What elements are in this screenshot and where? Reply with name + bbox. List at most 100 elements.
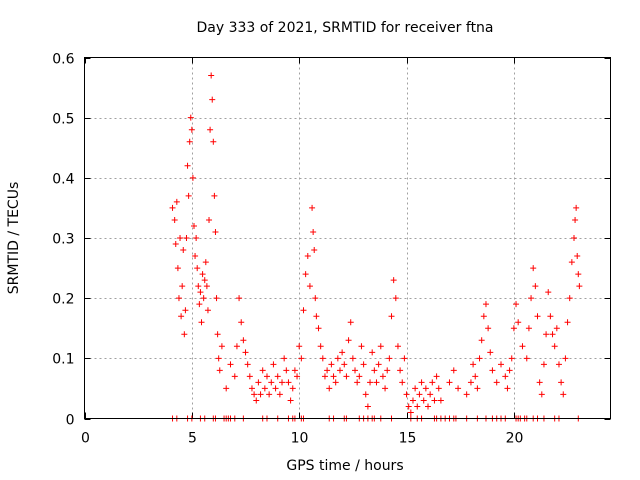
data-point <box>343 373 350 380</box>
data-point <box>427 391 434 398</box>
x-tick-label: 0 <box>81 431 90 447</box>
data-point <box>463 391 470 398</box>
data-point <box>266 391 273 398</box>
data-point <box>429 379 436 386</box>
data-point <box>174 265 181 272</box>
y-tick-label: 0 <box>66 413 75 429</box>
data-point <box>263 373 270 380</box>
data-point <box>540 361 547 368</box>
data-point <box>253 397 260 404</box>
data-point <box>566 295 573 302</box>
data-point <box>214 331 221 338</box>
data-point <box>523 355 530 362</box>
data-point <box>433 373 440 380</box>
data-point <box>360 361 367 368</box>
data-point <box>564 319 571 326</box>
data-point <box>392 295 399 302</box>
data-point <box>375 361 382 368</box>
data-point <box>560 391 567 398</box>
data-point <box>276 391 283 398</box>
data-point <box>349 355 356 362</box>
data-point <box>195 283 202 290</box>
data-point <box>545 289 552 296</box>
data-point <box>371 367 378 374</box>
data-point <box>502 373 509 380</box>
data-point <box>345 337 352 344</box>
data-point <box>272 385 279 392</box>
data-point <box>414 403 421 410</box>
data-point <box>358 343 365 350</box>
data-point <box>354 379 361 386</box>
data-point <box>487 349 494 356</box>
data-point <box>236 295 243 302</box>
data-point <box>279 379 286 386</box>
data-point <box>210 138 217 145</box>
data-point <box>313 313 320 320</box>
data-point <box>382 385 389 392</box>
data-point <box>261 385 268 392</box>
data-point <box>504 385 511 392</box>
data-point <box>397 367 404 374</box>
data-point <box>394 343 401 350</box>
data-point <box>196 301 203 308</box>
data-point <box>478 337 485 344</box>
data-point <box>377 343 384 350</box>
data-point <box>190 222 197 229</box>
data-point <box>352 367 359 374</box>
data-point <box>238 319 245 326</box>
data-point <box>184 162 191 169</box>
data-point <box>547 313 554 320</box>
data-point <box>287 397 294 404</box>
plot-frame <box>84 57 611 419</box>
data-point <box>480 313 487 320</box>
data-point <box>515 319 522 326</box>
data-point <box>330 373 337 380</box>
data-point <box>211 192 218 199</box>
data-point <box>549 331 556 338</box>
data-point <box>574 253 581 260</box>
data-point <box>332 379 339 386</box>
data-point <box>309 204 316 211</box>
data-point <box>525 325 532 332</box>
data-point <box>405 403 412 410</box>
data-point <box>171 216 178 223</box>
data-point <box>285 379 292 386</box>
y-tick-label: 0.1 <box>52 352 74 368</box>
data-point <box>326 385 333 392</box>
data-point <box>186 138 193 145</box>
data-point <box>562 355 569 362</box>
data-point <box>207 126 214 133</box>
data-point <box>341 361 348 368</box>
data-point <box>367 379 374 386</box>
data-point <box>198 319 205 326</box>
data-point <box>420 397 427 404</box>
data-point <box>455 385 462 392</box>
data-point <box>470 361 477 368</box>
data-point <box>472 373 479 380</box>
data-point <box>572 216 579 223</box>
data-point <box>312 295 319 302</box>
tick-labels: 0 0.1 0.2 0.3 0.4 0.5 0.6 0 5 10 15 20 <box>52 52 523 447</box>
data-point <box>553 325 560 332</box>
data-point <box>519 343 526 350</box>
data-point <box>558 379 565 386</box>
data-point <box>189 174 196 181</box>
data-point <box>388 313 395 320</box>
data-point <box>573 204 580 211</box>
data-point <box>289 385 296 392</box>
y-tick-label: 0.3 <box>52 232 74 248</box>
data-point <box>259 367 266 374</box>
data-point <box>538 391 545 398</box>
data-point <box>317 343 324 350</box>
x-tick-label: 5 <box>188 431 197 447</box>
data-point <box>300 307 307 314</box>
data-point <box>281 355 288 362</box>
data-point <box>476 355 483 362</box>
data-point <box>233 343 240 350</box>
data-point <box>513 301 520 308</box>
data-point <box>270 361 277 368</box>
data-point <box>302 271 309 278</box>
data-point <box>369 349 376 356</box>
y-tick-label: 0.2 <box>52 292 74 308</box>
